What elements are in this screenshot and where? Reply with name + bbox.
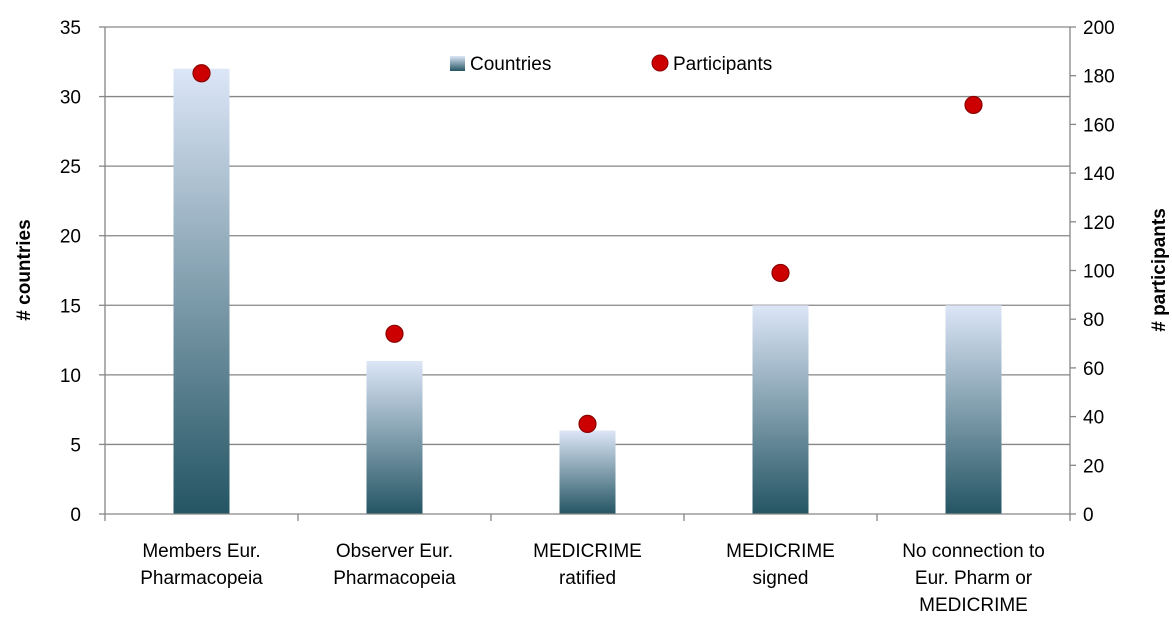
y2-tick-label: 160 (1083, 115, 1115, 136)
marker-participants (385, 324, 404, 343)
y2-tick-label: 200 (1083, 18, 1115, 39)
y2-tick-label: 40 (1083, 408, 1104, 429)
y2-tick-label: 100 (1083, 262, 1115, 283)
x-category-label: Pharmacopeia (140, 568, 263, 589)
marker-participants (192, 64, 211, 83)
y-tick-label: 0 (70, 505, 81, 526)
y2-tick-label: 180 (1083, 67, 1115, 88)
legend-countries-swatch (450, 56, 465, 71)
y-tick-label: 10 (60, 366, 81, 387)
y2-tick-label: 140 (1083, 164, 1115, 185)
y-tick-label: 5 (70, 435, 81, 456)
bar-countries (366, 360, 423, 514)
legend-countries-label: Countries (470, 54, 551, 75)
labels: 0 5 10 15 20 25 30 35 0 20 40 60 80 100 120 140 160 180 20… (60, 18, 1115, 616)
bars (173, 68, 1002, 514)
y2-tick-label: 20 (1083, 456, 1104, 477)
x-category-label: Members Eur. (142, 541, 260, 562)
x-category-label: Observer Eur. (336, 541, 453, 562)
y-tick-label: 30 (60, 88, 81, 109)
marker-participants (771, 263, 790, 283)
y-tick-label: 20 (60, 227, 81, 248)
x-category-label: Eur. Pharm or (915, 568, 1033, 589)
bar-countries (752, 305, 809, 514)
markers (192, 64, 983, 434)
legend-participants-marker (651, 54, 669, 72)
x-category-label: MEDICRIME (919, 595, 1028, 616)
bar-countries (559, 430, 616, 514)
x-category-label: No connection to (902, 541, 1045, 562)
y2-axis-title: # participants (1149, 208, 1170, 332)
y-axis-title: # countries (14, 219, 35, 320)
legend-participants-label: Participants (673, 54, 772, 75)
axes (99, 26, 1076, 521)
x-category-label: ratified (559, 568, 616, 589)
y2-tick-label: 120 (1083, 213, 1115, 234)
bar-countries (945, 305, 1002, 514)
marker-participants (964, 95, 983, 115)
y-tick-label: 15 (60, 296, 81, 317)
x-category-label: signed (753, 568, 809, 589)
legend: Countries Participants (450, 54, 772, 75)
x-category-label: MEDICRIME (533, 541, 642, 562)
y2-tick-label: 0 (1083, 505, 1094, 526)
y2-tick-label: 60 (1083, 359, 1104, 380)
x-category-label: MEDICRIME (726, 541, 835, 562)
bar-countries (173, 68, 230, 514)
y-tick-label: 35 (60, 18, 81, 39)
marker-participants (578, 414, 597, 434)
x-category-label: Pharmacopeia (333, 568, 456, 589)
gridlines (105, 26, 1070, 446)
y2-tick-label: 80 (1083, 310, 1104, 331)
y-tick-label: 25 (60, 157, 81, 178)
